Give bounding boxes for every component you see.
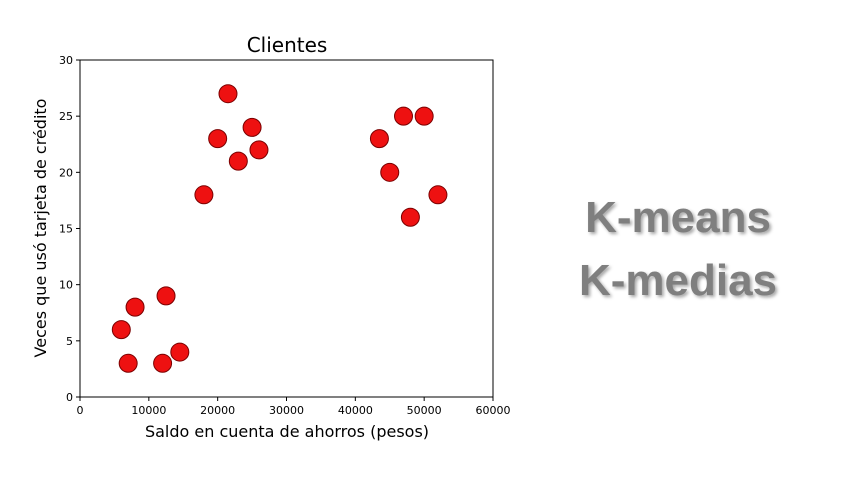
x-tick-label: 40000 bbox=[338, 404, 373, 417]
data-point bbox=[228, 151, 248, 171]
data-point bbox=[249, 140, 269, 160]
x-tick-label: 0 bbox=[77, 404, 84, 417]
x-tick-label: 10000 bbox=[131, 404, 166, 417]
x-tick-label: 60000 bbox=[476, 404, 511, 417]
data-point bbox=[218, 84, 238, 104]
data-point bbox=[380, 162, 400, 182]
data-point bbox=[428, 185, 448, 205]
y-tick-label: 20 bbox=[59, 166, 73, 179]
data-point bbox=[242, 117, 262, 137]
k-means-label: K-means bbox=[585, 193, 771, 242]
y-tick-label: 5 bbox=[66, 335, 73, 348]
data-point bbox=[118, 353, 138, 373]
data-points bbox=[111, 84, 448, 373]
data-point bbox=[394, 106, 414, 126]
data-point bbox=[414, 106, 434, 126]
y-tick-label: 30 bbox=[59, 54, 73, 67]
y-tick-label: 25 bbox=[59, 110, 73, 123]
data-point bbox=[194, 185, 214, 205]
y-tick-label: 0 bbox=[66, 391, 73, 404]
data-point bbox=[208, 129, 228, 149]
data-point bbox=[111, 320, 131, 340]
data-point bbox=[170, 342, 190, 362]
x-tick-label: 30000 bbox=[269, 404, 304, 417]
data-point bbox=[369, 129, 389, 149]
y-tick-label: 10 bbox=[59, 279, 73, 292]
y-tick-label: 15 bbox=[59, 223, 73, 236]
chart-title: Clientes bbox=[247, 33, 328, 57]
x-tick-label: 20000 bbox=[200, 404, 235, 417]
y-axis-label: Veces que usó tarjeta de crédito bbox=[31, 99, 50, 358]
data-point bbox=[153, 353, 173, 373]
data-point bbox=[125, 297, 145, 317]
x-tick-label: 50000 bbox=[407, 404, 442, 417]
data-point bbox=[400, 207, 420, 227]
x-axis-label: Saldo en cuenta de ahorros (pesos) bbox=[145, 422, 429, 441]
data-point bbox=[156, 286, 176, 306]
k-medias-label: K-medias bbox=[578, 256, 778, 305]
scatter-chart: Clientes 0 10000 20000 30000 40000 50000 60000… bbox=[31, 33, 511, 441]
axis-ticks: 0 10000 20000 30000 40000 50000 60000 0 5 10 15 20 2… bbox=[59, 54, 511, 417]
